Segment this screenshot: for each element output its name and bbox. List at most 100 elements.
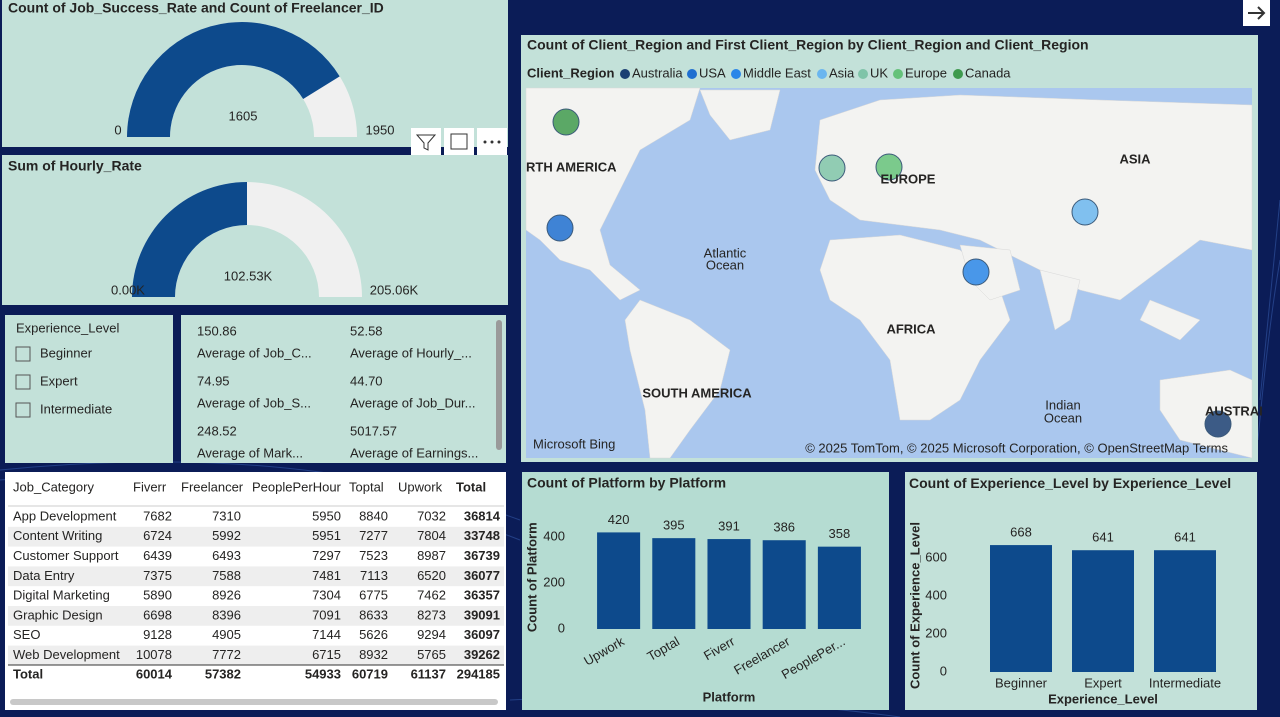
gauge-panel	[2, 0, 508, 147]
bar	[707, 539, 751, 629]
gauge-panel	[2, 155, 508, 305]
gauge-fill	[132, 182, 247, 297]
data-label: 395	[663, 518, 685, 533]
card-value: 74.95	[197, 373, 230, 388]
column-header: Toptal	[349, 479, 384, 494]
table-cell: 6698	[143, 607, 172, 622]
table-cell: Data Entry	[13, 568, 75, 583]
table-cell: 7462	[417, 588, 446, 603]
slicer-option: Beginner	[40, 345, 93, 360]
gauge-max: 1950	[366, 122, 395, 137]
table-cell: 5992	[212, 528, 241, 543]
table-cell: 5765	[417, 647, 446, 662]
map-label: ASIA	[1119, 151, 1151, 166]
table-cell: 36097	[464, 627, 500, 642]
checkbox[interactable]	[15, 374, 31, 390]
table-cell: 8932	[359, 647, 388, 662]
table-cell: SEO	[13, 627, 40, 642]
scrollbar[interactable]	[10, 699, 498, 705]
table-cell: Total	[13, 666, 43, 681]
chart-title: Sum of Hourly_Rate	[8, 158, 142, 174]
legend-marker	[731, 69, 741, 79]
table-cell: Content Writing	[13, 528, 102, 543]
data-label: 641	[1174, 530, 1196, 545]
table-cell: 54933	[305, 666, 341, 681]
legend-label: Canada	[965, 65, 1011, 80]
table-cell: 7523	[359, 548, 388, 563]
table-cell: 57382	[205, 666, 241, 681]
table-cell: 7297	[312, 548, 341, 563]
focus-button[interactable]	[444, 128, 474, 155]
map-provider: Microsoft Bing	[533, 436, 615, 451]
table-cell: 6493	[212, 548, 241, 563]
map-label: Indian	[1045, 397, 1080, 412]
data-label: 386	[773, 520, 795, 535]
card-label: Average of Job_S...	[197, 395, 311, 410]
map-attribution: © 2025 TomTom, © 2025 Microsoft Corporat…	[805, 440, 1228, 455]
filter-button[interactable]	[411, 128, 441, 155]
filter-icon	[415, 134, 437, 151]
table-cell: App Development	[13, 508, 117, 523]
gauge-min: 0	[114, 122, 121, 137]
slicer-option: Expert	[40, 373, 78, 388]
table-cell: 60014	[136, 666, 173, 681]
table-cell: 8633	[359, 607, 388, 622]
table-cell: 7804	[417, 528, 446, 543]
table-cell: 6715	[312, 647, 341, 662]
scrollbar[interactable]	[496, 320, 502, 450]
table-cell: 7113	[360, 568, 388, 583]
table-cell: 5890	[143, 588, 172, 603]
y-tick-label: 600	[925, 549, 947, 564]
bar	[597, 532, 641, 629]
data-label: 668	[1010, 525, 1032, 540]
row-band	[8, 526, 504, 547]
table-cell: 36814	[464, 508, 501, 523]
table-cell: 36739	[464, 548, 500, 563]
map-bubble	[552, 108, 580, 136]
map-label: Ocean	[1044, 410, 1082, 425]
table-cell: 8396	[212, 607, 241, 622]
data-label: 391	[718, 519, 740, 534]
table-cell: Customer Support	[13, 548, 119, 563]
y-axis-title: Count of Experience_Level	[907, 522, 922, 689]
checkbox[interactable]	[15, 346, 31, 362]
table-cell: 7032	[417, 508, 446, 523]
gauge-max: 205.06K	[370, 282, 419, 297]
bar	[1154, 550, 1216, 672]
table-cell: 7772	[212, 647, 241, 662]
map-label: RTH AMERICA	[526, 159, 617, 174]
map-land	[525, 87, 1253, 459]
checkbox[interactable]	[15, 402, 31, 418]
column-header: Freelancer	[181, 479, 244, 494]
gauge-value: 1605	[229, 108, 258, 123]
card-value: 5017.57	[350, 423, 397, 438]
card-label: Average of Hourly_...	[350, 345, 472, 360]
card-label: Average of Earnings...	[350, 445, 478, 460]
y-axis-title: Count of Platform	[524, 522, 539, 632]
cards-panel	[181, 315, 506, 463]
arrow-icon	[1248, 6, 1266, 20]
table-cell: 4905	[212, 627, 241, 642]
legend-label: USA	[699, 65, 726, 80]
title-box: Count of Experience_Level by Experience_…	[909, 475, 1231, 491]
table-cell: Digital Marketing	[13, 588, 110, 603]
card-value: 44.70	[350, 373, 383, 388]
bar	[1072, 550, 1134, 672]
y-tick-label: 0	[558, 620, 565, 635]
bar	[762, 540, 806, 629]
card-label: Average of Mark...	[197, 445, 303, 460]
table-cell: 8840	[359, 508, 388, 523]
chart-title: Count of Client_Region and First Client_…	[527, 37, 1089, 53]
map-bubble	[875, 153, 903, 181]
focus-icon	[450, 133, 468, 150]
table-cell: 7682	[143, 508, 172, 523]
table-cell: 7277	[359, 528, 388, 543]
table-cell: Graphic Design	[13, 607, 103, 622]
table-cell: 294185	[457, 666, 500, 681]
table-cell: 6775	[359, 588, 388, 603]
table-cell: Web Development	[13, 647, 120, 662]
gauge-value: 102.53K	[224, 268, 273, 283]
legend-label: Middle East	[743, 65, 811, 80]
map-label: AUSTRAI	[1205, 403, 1263, 418]
column-header: PeoplePerHour	[252, 479, 342, 494]
